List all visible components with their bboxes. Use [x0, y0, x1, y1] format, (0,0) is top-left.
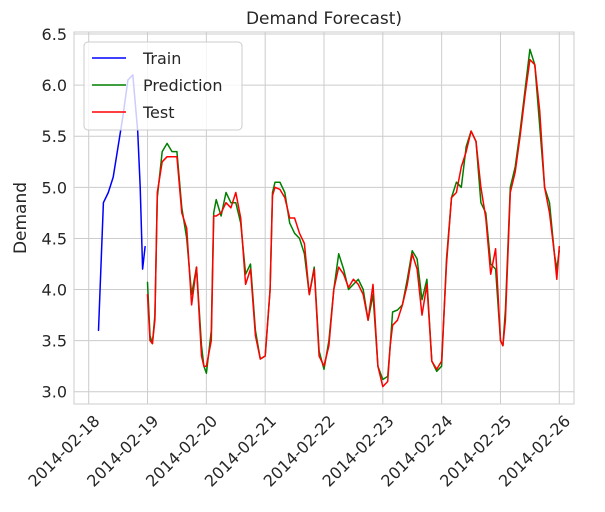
y-tick-labels: 3.0 3.5 4.0 4.5 5.0 5.5 6.0 6.5: [42, 25, 67, 402]
legend-box: [83, 41, 243, 131]
legend-items: Train Prediction Test: [92, 49, 222, 122]
y-tick-label: 5.5: [42, 127, 67, 146]
plot-area-frame: [73, 31, 575, 405]
y-tick-label: 6.5: [42, 25, 67, 44]
chart-title: Demand Forecast): [246, 9, 402, 29]
y-tick-label: 4.0: [42, 281, 67, 300]
y-tick-label: 4.5: [42, 229, 67, 248]
y-axis-label: Demand: [11, 182, 31, 254]
legend-label-prediction: Prediction: [143, 76, 222, 95]
y-tick-label: 5.0: [42, 178, 67, 197]
y-tick-label: 3.5: [42, 332, 67, 351]
series-line-test: [146, 58, 561, 388]
legend-label-test: Test: [142, 103, 175, 122]
chart-legend: Train Prediction Test: [83, 41, 243, 131]
y-tick-label: 3.0: [42, 383, 67, 402]
legend-label-train: Train: [142, 49, 181, 68]
y-tick-label: 6.0: [42, 76, 67, 95]
